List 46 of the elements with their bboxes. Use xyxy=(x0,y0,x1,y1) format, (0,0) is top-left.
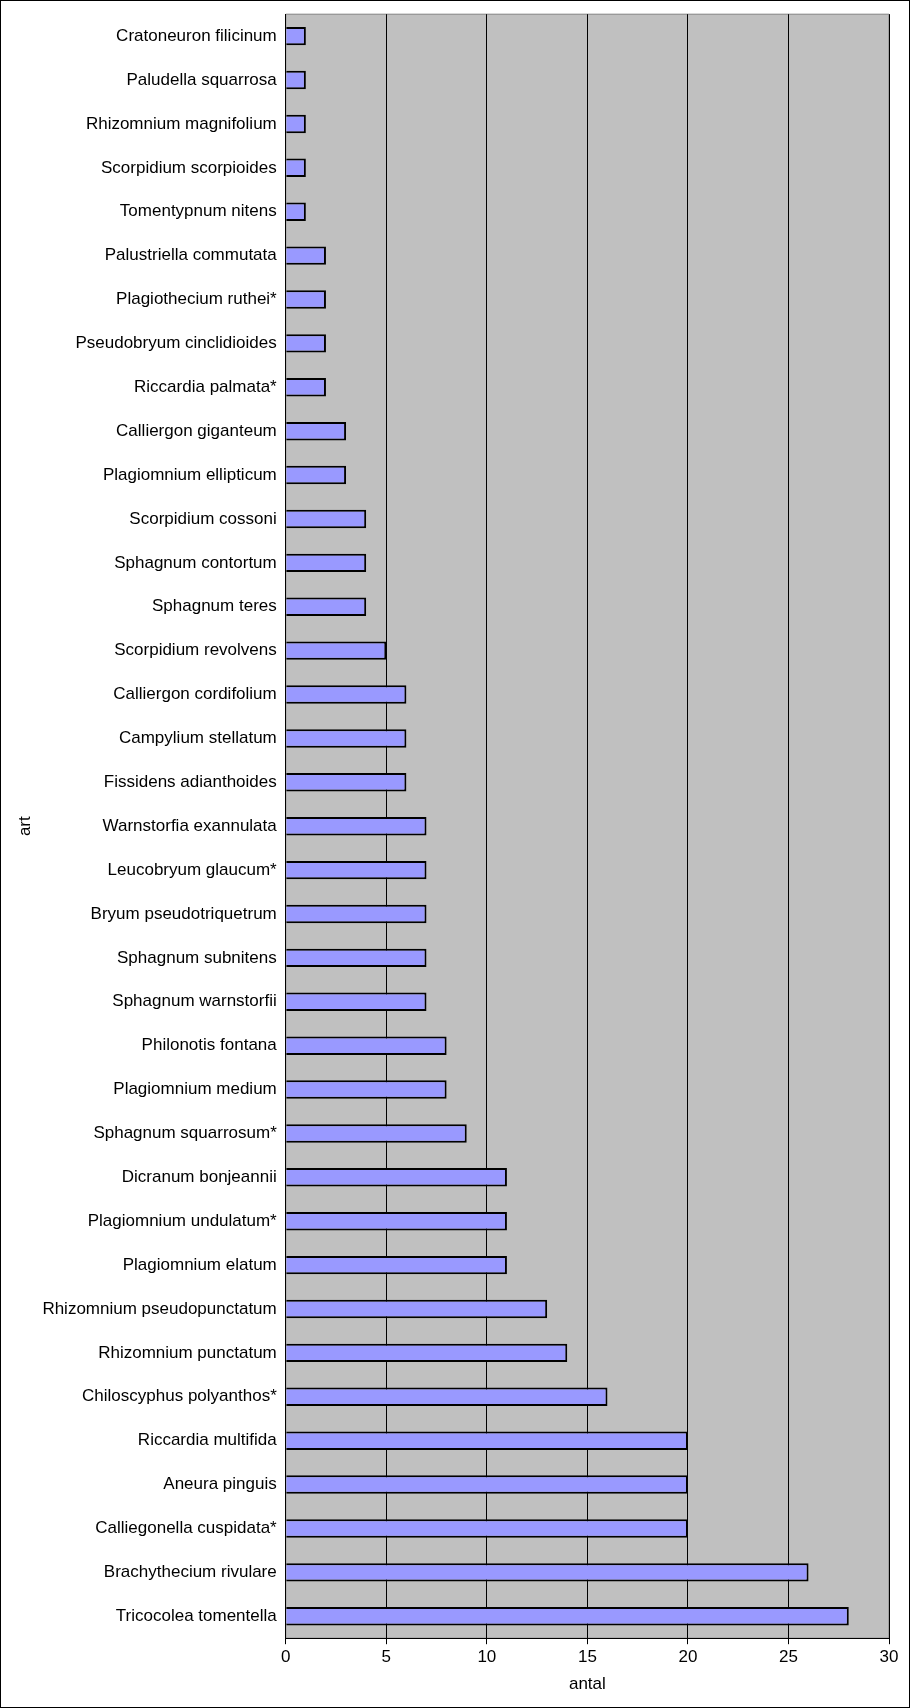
y-tick-label: Cratoneuron filicinum xyxy=(116,25,277,45)
y-tick-label: Scorpidium cossoni xyxy=(129,508,277,528)
y-tick-label: Dicranum bonjeannii xyxy=(121,1167,277,1187)
y-tick-label: Fissidens adianthoides xyxy=(103,772,277,791)
y-axis-title: art xyxy=(14,816,34,837)
y-tick-label: Chiloscyphus polyanthos* xyxy=(82,1386,278,1406)
x-tick-label: 0 xyxy=(281,1647,291,1667)
y-tick-label: Pseudobryum cinclidioides xyxy=(75,333,277,353)
y-tick-label: Philonotis fontana xyxy=(141,1035,278,1055)
x-tick-label: 10 xyxy=(477,1647,497,1667)
x-tick-label: 15 xyxy=(577,1647,597,1667)
y-tick-label: Aneura pinguis xyxy=(163,1474,277,1494)
y-tick-label: Plagiomnium elatum xyxy=(122,1254,277,1274)
x-tick-label: 20 xyxy=(678,1647,698,1667)
y-tick-label: Leucobryum glaucum* xyxy=(107,859,278,879)
y-tick-label: Paludella squarrosa xyxy=(126,69,278,89)
y-tick-label: Rhizomnium magnifolium xyxy=(85,113,277,133)
y-tick-label: Scorpidium scorpioides xyxy=(101,157,277,177)
y-tick-label: Campylium stellatum xyxy=(118,728,277,748)
y-tick-label: Bryum pseudotriquetrum xyxy=(90,903,277,923)
y-tick-label: Tricocolea tomentella xyxy=(115,1605,278,1625)
y-tick-label: Tomentypnum nitens xyxy=(119,201,277,221)
y-tick-label: Plagiothecium ruthei* xyxy=(116,289,278,309)
y-tick-label: Riccardia multifida xyxy=(137,1430,278,1450)
y-tick-label: Sphagnum squarrosum* xyxy=(93,1123,278,1143)
y-tick-label: Warnstorfia exannulata xyxy=(102,815,278,835)
y-tick-label: Riccardia palmata* xyxy=(134,376,278,396)
y-tick-label: Plagiomnium undulatum* xyxy=(87,1210,278,1230)
y-tick-label: Sphagnum teres xyxy=(152,596,277,616)
y-tick-label: Rhizomnium punctatum xyxy=(98,1342,277,1362)
x-tick-label: 25 xyxy=(779,1647,798,1667)
x-tick-label: 30 xyxy=(879,1647,899,1667)
y-tick-label: Sphagnum warnstorfii xyxy=(112,991,277,1011)
y-tick-label: Calliergon cordifolium xyxy=(113,684,277,704)
y-tick-label: Plagiomnium ellipticum xyxy=(102,464,277,484)
y-tick-label: Sphagnum contortum xyxy=(114,552,277,572)
x-tick-label: 5 xyxy=(381,1647,392,1667)
y-tick-label: Plagiomnium medium xyxy=(113,1079,277,1099)
y-tick-label: Calliegonella cuspidata* xyxy=(95,1518,278,1538)
y-tick-label: Scorpidium revolvens xyxy=(114,640,277,660)
y-tick-label: Brachythecium rivulare xyxy=(103,1562,277,1582)
x-axis-title: antal xyxy=(568,1674,606,1694)
y-tick-label: Sphagnum subnitens xyxy=(117,947,277,967)
y-tick-label: Rhizomnium pseudopunctatum xyxy=(42,1298,277,1318)
y-tick-label: Calliergon giganteum xyxy=(116,420,277,440)
y-tick-label: Palustriella commutata xyxy=(104,245,278,265)
